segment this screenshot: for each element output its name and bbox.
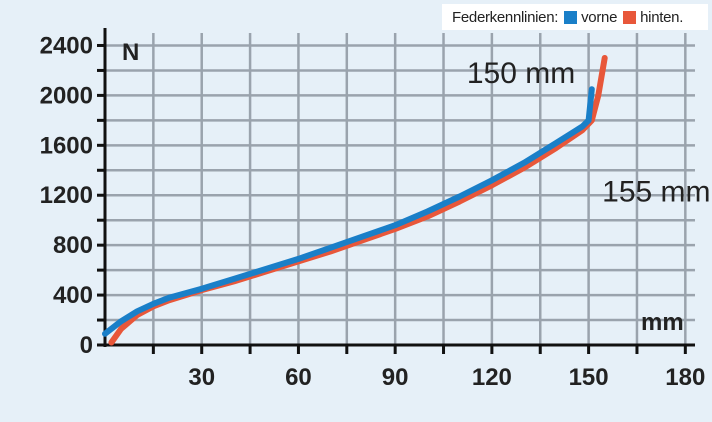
x-tick-label: 90	[382, 364, 409, 391]
annotation-150mm: 150 mm	[467, 57, 575, 90]
y-tick-label: 2000	[40, 82, 93, 109]
y-tick-label: 2400	[40, 32, 93, 59]
x-tick-label: 120	[472, 364, 512, 391]
legend-label-vorne: vorne	[581, 8, 618, 26]
legend-title: Federkennlinien:	[452, 8, 559, 26]
legend: Federkennlinien: vorne hinten.	[442, 4, 708, 30]
x-tick-label: 30	[188, 364, 215, 391]
legend-swatch-vorne	[564, 10, 578, 24]
y-tick-label: 0	[80, 332, 93, 359]
legend-swatch-hinten	[623, 10, 637, 24]
legend-label-hinten: hinten.	[640, 8, 684, 26]
y-tick-label: 400	[53, 282, 93, 309]
y-tick-label: 800	[53, 232, 93, 259]
annotation-155mm: 155 mm	[602, 175, 710, 208]
y-tick-label: 1600	[40, 132, 93, 159]
axes	[97, 28, 695, 354]
series-line-hinten	[108, 55, 608, 346]
series-layer	[102, 55, 608, 346]
x-axis-unit: mm	[641, 309, 684, 336]
series-line-vorne	[102, 86, 595, 337]
x-tick-label: 180	[665, 364, 705, 391]
x-tick-label: 150	[569, 364, 609, 391]
y-axis-unit: N	[122, 39, 139, 66]
y-tick-label: 1200	[40, 182, 93, 209]
tick-labels: 0 400 800 1200 1600 2000 2400 30 60 90 120 150 180	[40, 32, 706, 391]
x-tick-label: 60	[285, 364, 312, 391]
